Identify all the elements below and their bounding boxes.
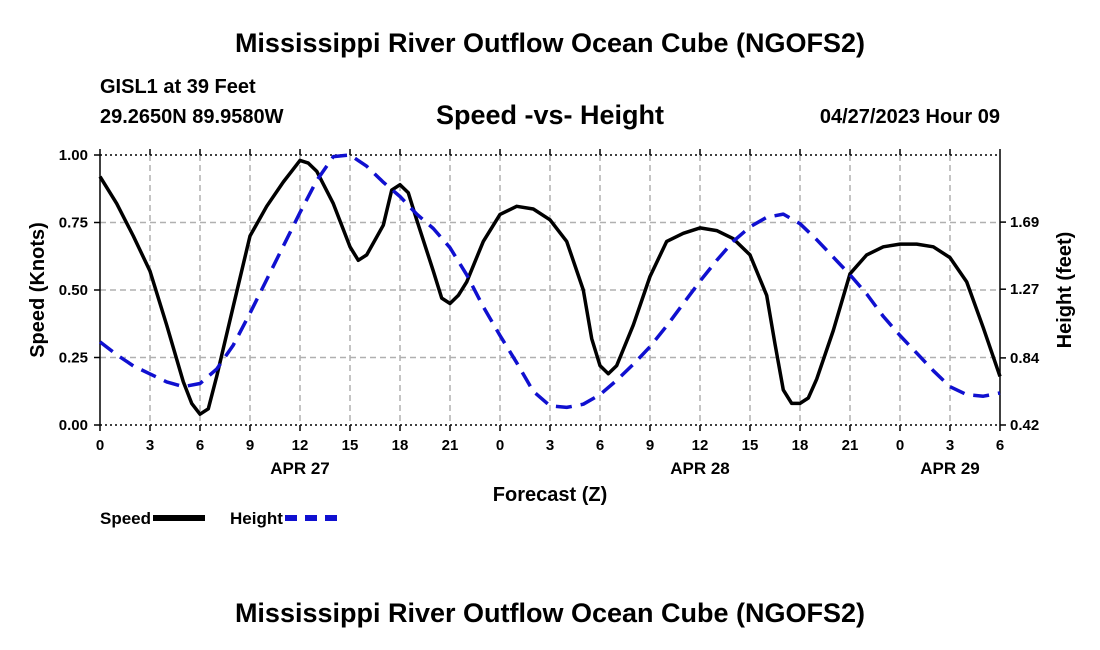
x-tick-label: 3 [146,437,154,454]
legend-speed-label: Speed [100,509,152,528]
x-date-label: APR 29 [920,459,980,478]
y-axis-title: Speed (Knots) [27,222,49,358]
y-tick-label: 0.75 [59,215,88,232]
x-axis-title: Forecast (Z) [493,484,607,506]
y-tick-label: 0.00 [59,417,88,434]
x-tick-label: 9 [646,437,654,454]
legend-speed-swatch [153,514,206,521]
x-tick-label: 9 [246,437,254,454]
legend-speed: Speed [100,509,206,529]
x-tick-label: 12 [292,437,309,454]
y-tick-label: 1.00 [59,147,88,164]
x-tick-label: 0 [496,437,504,454]
x-tick-label: 18 [792,437,809,454]
x-tick-label: 0 [96,437,104,454]
x-tick-label: 15 [342,437,359,454]
speed-series-line [98,158,1002,416]
x-tick-label: 6 [196,437,204,454]
x-tick-label: 21 [442,437,459,454]
x-tick-label: 18 [392,437,409,454]
y2-axis-title: Height (feet) [1054,232,1076,349]
chart-subtitle: Speed -vs- Height [435,100,665,130]
legend-height: Height [230,509,337,529]
station-label: GISL1 at 39 Feet [100,76,256,98]
y2-tick-label: 0.42 [1010,417,1039,434]
x-tick-label: 12 [692,437,709,454]
y-tick-label: 0.50 [59,282,88,299]
speed-height-chart: 0 3 6 9 12 15 18 21 0 3 6 9 12 15 18 21 0 3 6 APR 27 APR 28 A… [27,147,1076,506]
page-title: Mississippi River Outflow Ocean Cube (NG… [234,28,866,58]
y2-tick-label: 1.69 [1010,214,1039,231]
legend-height-label: Height [230,509,283,528]
x-tick-label: 3 [946,437,954,454]
footer-title: Mississippi River Outflow Ocean Cube (NG… [234,598,866,628]
forecast-datetime: 04/27/2023 Hour 09 [819,106,1000,128]
x-tick-label: 6 [996,437,1004,454]
x-tick-label: 6 [596,437,604,454]
y2-tick-label: 0.84 [1010,350,1040,367]
y2-tick-label: 1.27 [1010,281,1039,298]
x-tick-label: 0 [896,437,904,454]
x-date-label: APR 28 [670,459,730,478]
x-date-label: APR 27 [270,459,330,478]
station-coordinates: 29.2650N 89.9580W [100,106,284,128]
x-tick-label: 21 [842,437,859,454]
x-tick-label: 15 [742,437,759,454]
legend-height-swatch [284,514,337,521]
x-tick-label: 3 [546,437,554,454]
y-tick-label: 0.25 [59,350,88,367]
